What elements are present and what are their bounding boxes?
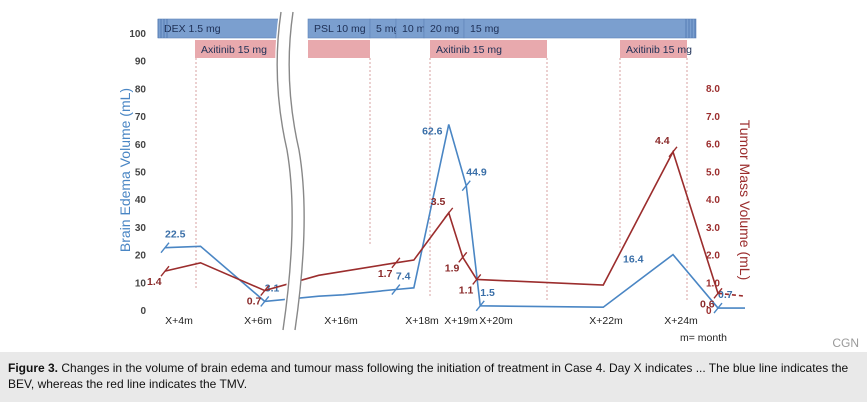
y2-tick-label: 5.0 bbox=[706, 167, 720, 178]
data-label: 16.4 bbox=[623, 254, 644, 266]
data-marker bbox=[713, 302, 723, 314]
y-tick-label: 60 bbox=[135, 140, 147, 151]
data-label: 22.5 bbox=[165, 229, 186, 241]
y-tick-label: 50 bbox=[135, 168, 147, 179]
caption-label: Figure 3. bbox=[8, 361, 59, 375]
treatment-bar-label: Axitinib 15 mg bbox=[201, 44, 267, 56]
y-axis-right: 0 1.0 2.0 3.0 4.0 5.0 6.0 7.0 8.0 Tumor Mass Volu… bbox=[706, 84, 753, 317]
data-marker bbox=[668, 146, 678, 158]
treatment-bar-label: DEX 1.5 mg bbox=[164, 23, 221, 35]
y-tick-label: 0 bbox=[140, 306, 146, 317]
data-marker bbox=[444, 207, 454, 219]
y-axis-left: 0 10 20 30 40 50 60 70 80 90 100 Brain Edema Volume… bbox=[117, 29, 146, 317]
y2-tick-label: 8.0 bbox=[706, 84, 720, 95]
data-label: 1.5 bbox=[480, 287, 495, 299]
y-tick-label: 80 bbox=[135, 84, 147, 95]
y2-tick-label: 7.0 bbox=[706, 112, 720, 123]
y-axis-title: Brain Edema Volume (mL) bbox=[117, 88, 133, 252]
treatment-bar bbox=[308, 40, 370, 58]
caption-background bbox=[0, 352, 867, 402]
y2-tick-label: 3.0 bbox=[706, 223, 720, 234]
y2-tick-label: 2.0 bbox=[706, 251, 720, 262]
data-label: 1.7 bbox=[378, 268, 393, 280]
treatment-bar bbox=[195, 40, 283, 58]
treatment-bar-label: 20 mg bbox=[430, 23, 459, 35]
data-label: 1.9 bbox=[445, 262, 460, 274]
y-tick-label: 10 bbox=[135, 278, 147, 289]
axis-break-line bbox=[288, 11, 305, 331]
data-label: 62.6 bbox=[422, 126, 443, 138]
y-tick-label: 30 bbox=[135, 223, 147, 234]
data-marker bbox=[260, 285, 270, 297]
treatment-bar-label: PSL 10 mg bbox=[314, 23, 366, 35]
treatment-bar-label: 5 mg bbox=[376, 23, 400, 35]
x-tick-label: X+22m bbox=[589, 315, 623, 327]
y-tick-label: 70 bbox=[135, 112, 147, 123]
x-tick-label: X+18m bbox=[405, 315, 439, 327]
data-label: 0.7 bbox=[718, 289, 733, 301]
data-marker bbox=[472, 274, 482, 285]
axis-break-gap bbox=[275, 10, 305, 332]
caption-text: Changes in the volume of brain edema and… bbox=[8, 361, 849, 391]
data-marker bbox=[260, 295, 270, 307]
series-group: 22.53.17.444.91.5 0.762.616.41.40.71.73.5… bbox=[147, 124, 746, 314]
series-dashed-tail bbox=[717, 292, 746, 297]
series-line bbox=[164, 124, 745, 309]
data-label: 1.1 bbox=[459, 284, 474, 296]
series-line bbox=[164, 149, 719, 294]
data-label: 1.4 bbox=[147, 276, 162, 288]
y-tick-label: 20 bbox=[135, 251, 147, 262]
y-tick-label: 40 bbox=[135, 195, 147, 206]
data-marker bbox=[160, 265, 170, 277]
treatment-bar-label: 15 mg bbox=[470, 23, 499, 35]
treatment-bar-label: Axitinib 15 mg bbox=[626, 44, 692, 56]
x-tick-label: X+16m bbox=[324, 315, 358, 327]
treatment-bar bbox=[620, 40, 687, 58]
data-marker bbox=[458, 251, 468, 263]
data-label: 3.5 bbox=[431, 196, 446, 208]
x-tick-label: X+6m bbox=[244, 315, 272, 327]
y-tick-label: 90 bbox=[135, 57, 147, 68]
data-marker bbox=[391, 284, 401, 295]
x-axis: X+4m X+6m X+16m X+18m X+19m X+20m X+22m X+24m m=… bbox=[165, 315, 727, 344]
y2-tick-label: 1.0 bbox=[706, 278, 720, 289]
data-marker bbox=[461, 180, 471, 192]
y2-axis-title: Tumor Mass Volume (mL) bbox=[737, 120, 753, 281]
figure-caption: Figure 3. Changes in the volume of brain… bbox=[8, 360, 858, 392]
treatment-bar bbox=[430, 40, 547, 58]
x-tick-label: X+24m bbox=[664, 315, 698, 327]
y2-tick-label: 6.0 bbox=[706, 140, 720, 151]
y2-tick-label: 4.0 bbox=[706, 195, 720, 206]
data-label: 0.7 bbox=[247, 296, 262, 308]
data-label: 4.4 bbox=[655, 135, 670, 147]
treatment-bar-label: Axitinib 15 mg bbox=[436, 44, 502, 56]
x-tick-label: X+20m bbox=[479, 315, 513, 327]
y-tick-label: 100 bbox=[129, 29, 146, 40]
data-label: 0.6 bbox=[700, 298, 715, 310]
data-marker bbox=[391, 257, 401, 269]
x-unit-note: m= month bbox=[680, 332, 727, 344]
axis-break-marks bbox=[275, 10, 305, 332]
axis-break-line bbox=[276, 11, 293, 331]
data-label: 7.4 bbox=[396, 271, 411, 283]
treatment-bar bbox=[463, 18, 697, 39]
x-tick-label: X+4m bbox=[165, 315, 193, 327]
data-marker bbox=[475, 300, 485, 312]
treatment-guide-lines bbox=[195, 58, 688, 300]
data-label: 44.9 bbox=[466, 167, 487, 179]
data-marker bbox=[160, 242, 170, 254]
x-tick-label: X+19m bbox=[444, 315, 478, 327]
y2-tick-label: 0 bbox=[706, 306, 712, 317]
watermark: CGN bbox=[832, 336, 859, 350]
